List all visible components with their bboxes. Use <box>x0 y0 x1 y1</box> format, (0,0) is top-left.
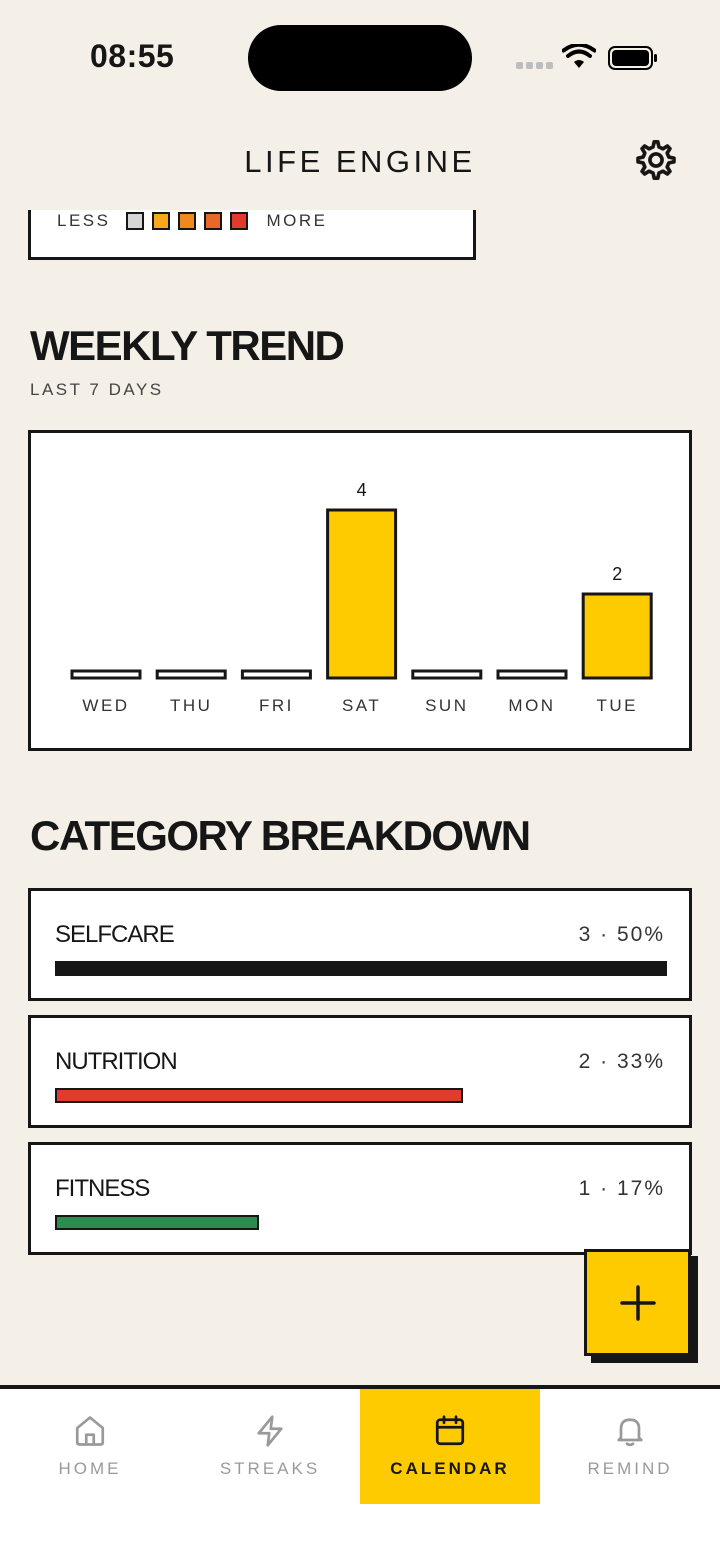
tab-remind[interactable]: REMIND <box>540 1389 720 1504</box>
plus-icon <box>619 1284 656 1321</box>
tab-home[interactable]: HOME <box>0 1389 180 1504</box>
category-stat: 1 · 17% <box>578 1177 665 1200</box>
legend-less-label: LESS <box>57 211 111 230</box>
bar-chart: WED THU FRI SAT 4 SUN MON TUE 2 <box>70 480 653 715</box>
heatmap-card: LESS MORE <box>28 210 476 260</box>
weekly-trend-chart: WED THU FRI SAT 4 SUN MON TUE 2 <box>28 430 692 751</box>
battery-icon <box>608 46 657 70</box>
tab-label: STREAKS <box>219 1459 321 1478</box>
category-progress-bar <box>55 961 667 976</box>
status-time: 08:55 <box>90 38 175 74</box>
tab-streaks[interactable]: STREAKS <box>180 1389 360 1504</box>
category-name: NUTRITION <box>55 1048 178 1075</box>
x-tick-label: THU <box>170 696 212 715</box>
category-name: SELFCARE <box>55 921 175 948</box>
calendar-icon <box>435 1415 465 1446</box>
dynamic-island <box>248 25 472 91</box>
tab-label: HOME <box>58 1459 122 1478</box>
x-tick-label: WED <box>82 696 129 715</box>
x-tick-label: MON <box>508 696 555 715</box>
bar-thu <box>155 669 227 680</box>
category-progress-bar <box>55 1088 464 1103</box>
cellular-signal-icon <box>516 62 553 69</box>
weekly-trend-title: WEEKLY TREND <box>30 322 345 369</box>
settings-gear-icon[interactable] <box>634 138 678 182</box>
tab-calendar[interactable]: CALENDAR <box>360 1389 540 1504</box>
lightning-icon <box>257 1415 283 1447</box>
category-stat: 2 · 33% <box>578 1050 665 1073</box>
bar-fri <box>240 669 312 680</box>
legend-more-label: MORE <box>266 211 328 230</box>
legend-swatch-3 <box>204 212 223 230</box>
data-label: 2 <box>612 564 622 584</box>
weekly-trend-subtitle: LAST 7 DAYS <box>30 380 164 399</box>
category-card-selfcare[interactable]: SELFCARE 3 · 50% <box>28 888 692 1001</box>
x-tick-label: SUN <box>425 696 468 715</box>
tab-label: CALENDAR <box>390 1459 510 1478</box>
app-header: LIFE ENGINE <box>0 130 720 194</box>
category-progress-track <box>55 1088 667 1103</box>
status-bar: 08:55 <box>0 0 720 110</box>
category-name: FITNESS <box>55 1175 150 1202</box>
category-stat: 3 · 50% <box>578 923 665 946</box>
add-button[interactable] <box>584 1249 691 1356</box>
bar-sat <box>326 508 398 680</box>
legend-swatch-2 <box>178 212 197 230</box>
x-tick-label: TUE <box>596 696 638 715</box>
legend-swatch-4 <box>230 212 249 230</box>
bottom-tab-bar: HOME STREAKS CALENDAR REMIND <box>0 1385 720 1565</box>
wifi-icon <box>562 44 596 68</box>
heatmap-legend: LESS MORE <box>57 210 327 232</box>
home-icon <box>75 1416 105 1446</box>
category-progress-track <box>55 961 667 976</box>
legend-swatch-1 <box>152 212 171 230</box>
category-progress-track <box>55 1215 667 1230</box>
legend-swatch-0 <box>126 212 145 230</box>
bar-wed <box>70 669 142 680</box>
app-title: LIFE ENGINE <box>244 144 476 179</box>
category-card-nutrition[interactable]: NUTRITION 2 · 33% <box>28 1015 692 1128</box>
bell-icon <box>617 1418 643 1447</box>
tab-label: REMIND <box>587 1459 673 1478</box>
x-tick-label: SAT <box>342 696 381 715</box>
category-card-fitness[interactable]: FITNESS 1 · 17% <box>28 1142 692 1255</box>
category-breakdown-title: CATEGORY BREAKDOWN <box>30 812 531 859</box>
bar-tue <box>581 592 653 680</box>
x-tick-label: FRI <box>259 696 294 715</box>
data-label: 4 <box>357 480 367 500</box>
bar-mon <box>496 669 568 680</box>
category-progress-bar <box>55 1215 259 1230</box>
bar-sun <box>411 669 483 680</box>
